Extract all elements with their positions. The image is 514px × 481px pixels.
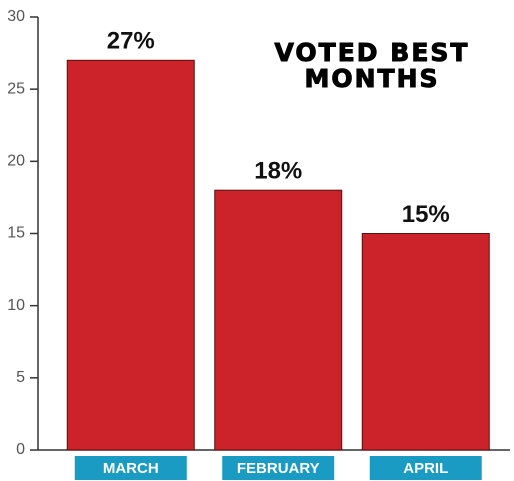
chart-title: VOTED BEST MONTHS bbox=[274, 38, 470, 93]
category-box bbox=[74, 456, 187, 480]
category-box bbox=[369, 456, 482, 480]
value-label: 27% bbox=[107, 28, 155, 55]
x-tick-label: MARCH bbox=[103, 460, 159, 477]
x-tick-label: APRIL bbox=[403, 460, 448, 477]
bar bbox=[214, 189, 343, 451]
y-tick-label: 10 bbox=[7, 297, 25, 314]
y-tick-label: 5 bbox=[16, 369, 25, 386]
y-tick-label: 0 bbox=[16, 441, 25, 458]
y-tick-label: 30 bbox=[7, 8, 25, 25]
y-tick-label: 15 bbox=[7, 225, 25, 242]
y-tick-label: 25 bbox=[7, 80, 25, 97]
y-tick-label: 20 bbox=[7, 153, 25, 170]
value-label: 15% bbox=[402, 201, 450, 228]
bar bbox=[66, 59, 195, 451]
value-label: 18% bbox=[254, 158, 302, 185]
x-tick-label: FEBRUARY bbox=[237, 460, 320, 477]
bar bbox=[361, 233, 490, 451]
category-box bbox=[222, 456, 335, 480]
